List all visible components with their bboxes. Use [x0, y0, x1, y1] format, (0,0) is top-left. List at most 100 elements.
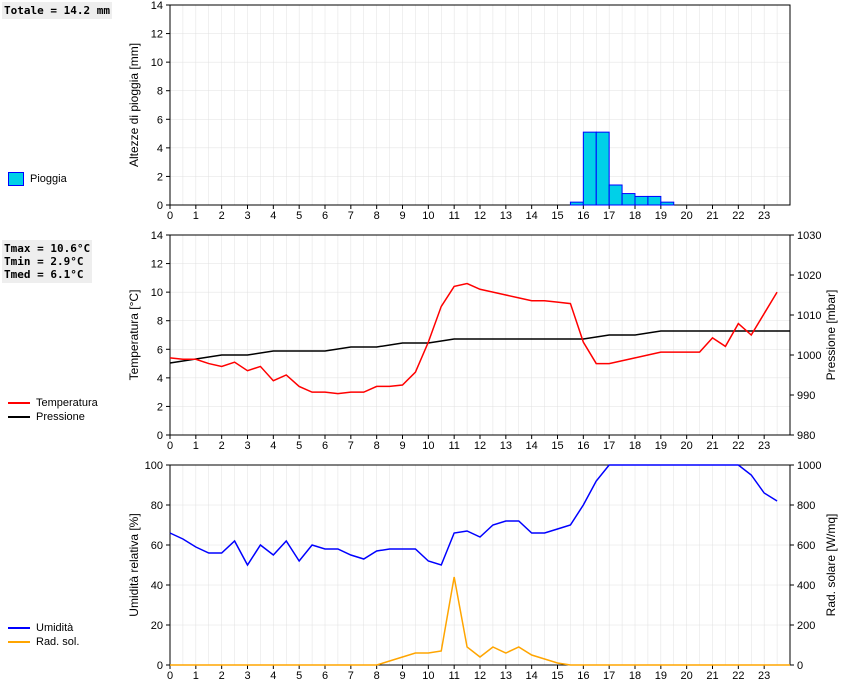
svg-text:11: 11	[448, 440, 459, 452]
rain-chart: 0123456789101112131415161718192021222302…	[125, 0, 850, 225]
svg-text:14: 14	[526, 670, 538, 682]
svg-text:15: 15	[551, 210, 563, 222]
svg-text:200: 200	[797, 620, 815, 632]
svg-text:3: 3	[244, 210, 250, 222]
svg-text:17: 17	[603, 440, 615, 452]
svg-text:60: 60	[151, 540, 163, 552]
svg-text:16: 16	[577, 440, 589, 452]
svg-text:21: 21	[706, 670, 718, 682]
svg-text:0: 0	[157, 430, 163, 442]
svg-text:22: 22	[732, 210, 744, 222]
svg-text:1: 1	[193, 210, 199, 222]
umidita-line-swatch	[8, 627, 30, 629]
svg-text:Rad. solare [W/mq]: Rad. solare [W/mq]	[824, 514, 838, 617]
svg-text:23: 23	[758, 440, 770, 452]
svg-text:1020: 1020	[797, 270, 821, 282]
svg-text:20: 20	[151, 620, 163, 632]
pressione-line-swatch	[8, 416, 30, 418]
pioggia-label: Pioggia	[30, 173, 67, 185]
svg-text:19: 19	[655, 440, 667, 452]
svg-text:0: 0	[167, 210, 173, 222]
svg-text:18: 18	[629, 670, 641, 682]
svg-text:6: 6	[322, 670, 328, 682]
svg-text:22: 22	[732, 670, 744, 682]
svg-text:Temperatura [°C]: Temperatura [°C]	[127, 290, 141, 381]
svg-text:20: 20	[681, 210, 693, 222]
legend-umidita: Umidità	[8, 622, 117, 634]
svg-text:16: 16	[577, 670, 589, 682]
svg-text:1000: 1000	[797, 460, 821, 472]
svg-text:3: 3	[244, 670, 250, 682]
svg-text:5: 5	[296, 210, 302, 222]
radsol-label: Rad. sol.	[36, 636, 79, 648]
svg-text:400: 400	[797, 580, 815, 592]
svg-text:7: 7	[348, 670, 354, 682]
svg-text:2: 2	[219, 670, 225, 682]
svg-text:8: 8	[374, 440, 380, 452]
svg-text:800: 800	[797, 500, 815, 512]
svg-text:Pressione [mbar]: Pressione [mbar]	[824, 290, 838, 381]
svg-text:1000: 1000	[797, 350, 821, 362]
svg-text:14: 14	[526, 440, 538, 452]
temp-stats-info: Tmax = 10.6°C Tmin = 2.9°C Tmed = 6.1°C	[2, 240, 92, 283]
svg-text:6: 6	[322, 210, 328, 222]
svg-text:19: 19	[655, 670, 667, 682]
rain-total-info: Totale = 14.2 mm	[2, 2, 112, 19]
svg-text:11: 11	[448, 670, 459, 682]
radsol-line-swatch	[8, 641, 30, 643]
svg-text:9: 9	[399, 440, 405, 452]
temp-pressure-chart: 0123456789101112131415161718192021222302…	[125, 225, 850, 455]
svg-text:2: 2	[219, 440, 225, 452]
legend-pioggia: Pioggia	[8, 172, 117, 186]
svg-text:2: 2	[157, 401, 163, 413]
svg-text:10: 10	[151, 287, 163, 299]
svg-text:Altezze di pioggia [mm]: Altezze di pioggia [mm]	[127, 43, 141, 167]
svg-text:1: 1	[193, 670, 199, 682]
svg-text:18: 18	[629, 440, 641, 452]
svg-text:9: 9	[399, 210, 405, 222]
svg-text:15: 15	[551, 670, 563, 682]
svg-text:990: 990	[797, 390, 815, 402]
svg-text:0: 0	[167, 670, 173, 682]
svg-text:600: 600	[797, 540, 815, 552]
svg-text:12: 12	[474, 440, 486, 452]
svg-text:8: 8	[374, 210, 380, 222]
svg-text:80: 80	[151, 500, 163, 512]
svg-text:3: 3	[244, 440, 250, 452]
svg-text:0: 0	[167, 440, 173, 452]
svg-text:10: 10	[422, 670, 434, 682]
svg-text:14: 14	[526, 210, 538, 222]
svg-text:4: 4	[157, 143, 163, 155]
svg-text:11: 11	[448, 210, 459, 222]
svg-text:17: 17	[603, 670, 615, 682]
svg-text:100: 100	[145, 460, 163, 472]
svg-text:4: 4	[270, 210, 276, 222]
pioggia-swatch	[8, 172, 24, 186]
svg-text:12: 12	[474, 210, 486, 222]
umidita-label: Umidità	[36, 622, 73, 634]
svg-text:1: 1	[193, 440, 199, 452]
svg-text:4: 4	[157, 373, 163, 385]
svg-text:14: 14	[151, 230, 163, 242]
svg-text:10: 10	[422, 210, 434, 222]
svg-text:8: 8	[374, 670, 380, 682]
temperatura-label: Temperatura	[36, 397, 98, 409]
left-column: Totale = 14.2 mm Pioggia Tmax = 10.6°C T…	[0, 0, 125, 690]
svg-text:1030: 1030	[797, 230, 821, 242]
svg-text:21: 21	[706, 440, 718, 452]
svg-text:980: 980	[797, 430, 815, 442]
svg-text:8: 8	[157, 86, 163, 98]
svg-text:6: 6	[322, 440, 328, 452]
svg-text:10: 10	[422, 440, 434, 452]
svg-text:18: 18	[629, 210, 641, 222]
svg-text:0: 0	[157, 200, 163, 212]
pressione-label: Pressione	[36, 411, 85, 423]
svg-text:20: 20	[681, 440, 693, 452]
svg-text:5: 5	[296, 440, 302, 452]
svg-text:23: 23	[758, 670, 770, 682]
svg-text:Umidità relativa [%]: Umidità relativa [%]	[127, 513, 141, 616]
svg-text:12: 12	[474, 670, 486, 682]
svg-text:17: 17	[603, 210, 615, 222]
svg-text:6: 6	[157, 344, 163, 356]
tmin: Tmin = 2.9°C	[4, 255, 90, 268]
